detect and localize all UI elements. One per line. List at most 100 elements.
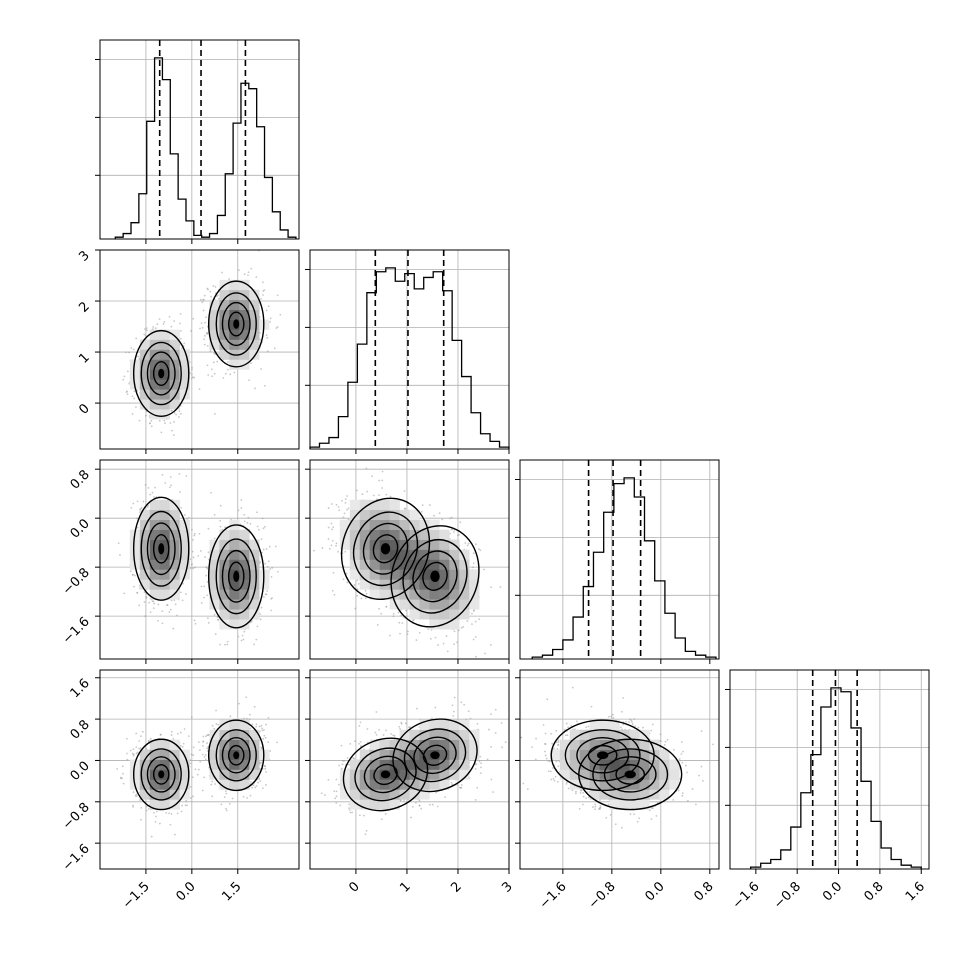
density-cell — [369, 519, 380, 530]
scatter-point — [166, 604, 168, 606]
scatter-point — [136, 517, 138, 520]
density-cell — [149, 499, 160, 511]
density-cell — [359, 579, 370, 590]
scatter-point — [203, 596, 206, 599]
scatter-point — [238, 269, 240, 272]
scatter-point — [337, 550, 339, 553]
scatter-point — [199, 298, 202, 301]
density-cell — [459, 549, 470, 560]
scatter-point — [421, 504, 424, 507]
density-cell — [409, 519, 420, 530]
scatter-point — [180, 347, 183, 350]
scatter-point — [136, 526, 139, 529]
scatter-point — [478, 618, 481, 621]
scatter-point — [153, 455, 155, 457]
density-cell — [249, 319, 260, 330]
density-cell — [149, 569, 160, 580]
density-cell — [249, 559, 260, 570]
density-cell — [149, 589, 160, 600]
density-cell — [349, 569, 361, 580]
scatter-point — [226, 640, 229, 643]
scatter-point — [173, 421, 176, 423]
scatter-point — [472, 566, 474, 569]
histogram-bars — [531, 477, 717, 659]
density-cell — [209, 319, 220, 330]
scatter-point — [378, 494, 380, 497]
scatter-point — [123, 375, 126, 378]
density-cell — [429, 609, 440, 620]
scatter-point — [158, 419, 161, 422]
scatter-point — [200, 602, 203, 604]
scatter-point — [342, 516, 345, 519]
scatter-point — [198, 532, 201, 535]
density-cell — [399, 579, 410, 590]
density-cell — [229, 359, 240, 370]
y-tick-label: 0 — [76, 401, 92, 417]
scatter-point — [154, 327, 157, 330]
density-cell — [239, 579, 250, 590]
scatter-point — [198, 388, 201, 391]
scatter-point — [164, 422, 166, 425]
scatter-point — [213, 613, 216, 616]
y-tick-label: 3 — [76, 248, 92, 264]
scatter-point — [464, 542, 467, 544]
density-cell — [429, 589, 440, 600]
density-cell — [389, 589, 400, 600]
density-cell — [379, 549, 390, 560]
scatter-point — [210, 491, 213, 494]
scatter-point — [126, 370, 129, 373]
density-cell — [249, 339, 260, 350]
scatter-point — [185, 593, 187, 595]
density-cell — [229, 619, 240, 630]
scatter-point — [221, 271, 223, 274]
scatter-point — [147, 504, 149, 507]
y-tick-label: 2 — [76, 299, 92, 315]
density-cell — [159, 339, 170, 350]
density-cell — [419, 609, 430, 620]
scatter-point — [365, 592, 368, 595]
scatter-point — [156, 323, 159, 326]
scatter-point — [376, 624, 379, 626]
scatter-point — [371, 475, 374, 478]
scatter-panel-4-1: −1.6−0.80.00.81.6−1.5 0.0 1.5 — [60, 669, 300, 912]
scatter-point — [132, 573, 134, 576]
density-cell — [349, 509, 361, 520]
density-cell — [409, 549, 420, 560]
panel-content — [122, 250, 282, 457]
density-cell — [249, 309, 260, 320]
scatter-point — [274, 545, 277, 548]
scatter-point — [211, 375, 214, 378]
scatter-point — [161, 610, 164, 613]
scatter-point — [187, 516, 190, 519]
scatter-point — [172, 434, 175, 436]
hist-panel-3 — [515, 459, 720, 664]
scatter-point — [330, 503, 333, 505]
scatter-point — [333, 593, 336, 596]
x-tick-label: −0.8 — [771, 879, 804, 912]
y-tick-label: 0.8 — [68, 467, 93, 492]
scatter-point — [176, 614, 178, 617]
scatter-point — [153, 602, 156, 605]
density-cell — [179, 369, 190, 380]
density-cell — [439, 559, 450, 570]
scatter-point — [216, 616, 219, 618]
scatter-point — [157, 603, 160, 606]
scatter-point — [169, 476, 172, 478]
scatter-point — [204, 556, 207, 558]
scatter-point — [332, 571, 335, 574]
density-cell — [139, 539, 151, 550]
density-cell — [349, 519, 361, 530]
scatter-point — [267, 305, 270, 308]
density-cell — [159, 499, 170, 511]
density-cell — [409, 559, 420, 570]
density-cell — [159, 519, 170, 530]
scatter-point — [206, 344, 209, 347]
density-cell — [159, 529, 170, 540]
scatter-point — [173, 599, 176, 602]
scatter-point — [173, 320, 176, 322]
scatter-point — [344, 550, 347, 553]
density-cell — [169, 579, 180, 590]
density-cell — [239, 309, 250, 320]
scatter-point — [216, 360, 219, 363]
density-cell — [219, 309, 230, 320]
